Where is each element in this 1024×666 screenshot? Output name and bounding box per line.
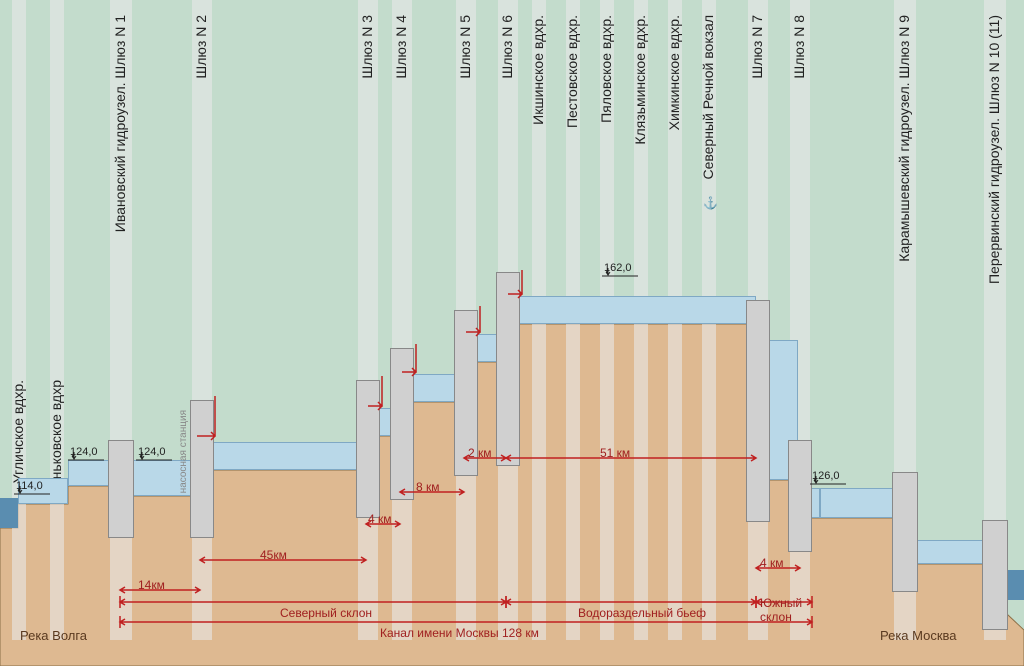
section-label: Северный склон <box>280 606 372 620</box>
vertical-label: Шлюз N 6 <box>499 15 515 79</box>
vertical-label: Угличское вдхр. <box>10 380 26 483</box>
lock-structure <box>190 400 214 538</box>
canal-profile-diagram: Угличское вдхр.Иваньковское вдхрИвановск… <box>0 0 1024 666</box>
river-label: Река Москва <box>880 628 957 643</box>
vertical-label: Пяловское вдхр. <box>598 15 614 123</box>
lock-structure <box>746 300 770 522</box>
water-segment <box>820 488 902 518</box>
vertical-label: Карамышевский гидроузел. Шлюз N 9 <box>896 15 912 262</box>
vertical-label: Шлюз N 2 <box>193 15 209 79</box>
elevation-label: 162,0 <box>604 262 632 274</box>
distance-label: 51 км <box>600 446 630 460</box>
vertical-label: Икшинское вдхр. <box>530 15 546 125</box>
lock-structure <box>788 440 812 552</box>
section-label: Канал имени Москвы 128 км <box>380 626 539 640</box>
vertical-band <box>50 0 64 640</box>
lock-structure <box>892 472 918 592</box>
lock-structure <box>390 348 414 500</box>
vertical-label: Северный Речной вокзал <box>700 15 716 180</box>
section-label: Водораздельный бьеф <box>578 606 706 620</box>
vertical-label: Шлюз N 4 <box>393 15 409 79</box>
elevation-label: 124,0 <box>138 446 166 458</box>
distance-label: 2 км <box>468 446 492 460</box>
water-segment <box>0 498 18 528</box>
vertical-label: Клязьминское вдхр. <box>632 15 648 145</box>
vertical-label: Шлюз N 8 <box>791 15 807 79</box>
elevation-label: 124,0 <box>70 446 98 458</box>
vertical-band <box>192 0 212 640</box>
vertical-label: Шлюз N 7 <box>749 15 765 79</box>
vertical-label: Пестовское вдхр. <box>564 15 580 128</box>
river-label: Река Волга <box>20 628 87 643</box>
distance-label: 14км <box>138 578 165 592</box>
anchor-icon: ⚓ <box>703 196 718 210</box>
lock-structure <box>356 380 380 518</box>
vertical-label: Перервинский гидроузел. Шлюз N 10 (11) <box>986 15 1002 284</box>
lock-structure <box>496 272 520 466</box>
lock-structure <box>108 440 134 538</box>
elevation-label: 126,0 <box>812 470 840 482</box>
distance-label: 8 км <box>416 480 440 494</box>
vertical-band <box>12 0 26 640</box>
vertical-label: Ивановский гидроузел. Шлюз N 1 <box>112 15 128 232</box>
vertical-band <box>392 0 412 640</box>
water-segment <box>506 296 756 324</box>
pump-station-label: насосная станция <box>178 410 189 493</box>
distance-label: 45км <box>260 548 287 562</box>
water-segment <box>200 442 366 470</box>
section-label: Южный склон <box>760 596 802 624</box>
vertical-label: Шлюз N 5 <box>457 15 473 79</box>
distance-label: 4 км <box>368 512 392 526</box>
vertical-band <box>358 0 378 640</box>
vertical-label: Шлюз N 3 <box>359 15 375 79</box>
distance-label: 4 км <box>760 556 784 570</box>
lock-structure <box>982 520 1008 630</box>
elevation-label: 114,0 <box>16 480 43 492</box>
vertical-label: Химкинское вдхр. <box>666 15 682 130</box>
